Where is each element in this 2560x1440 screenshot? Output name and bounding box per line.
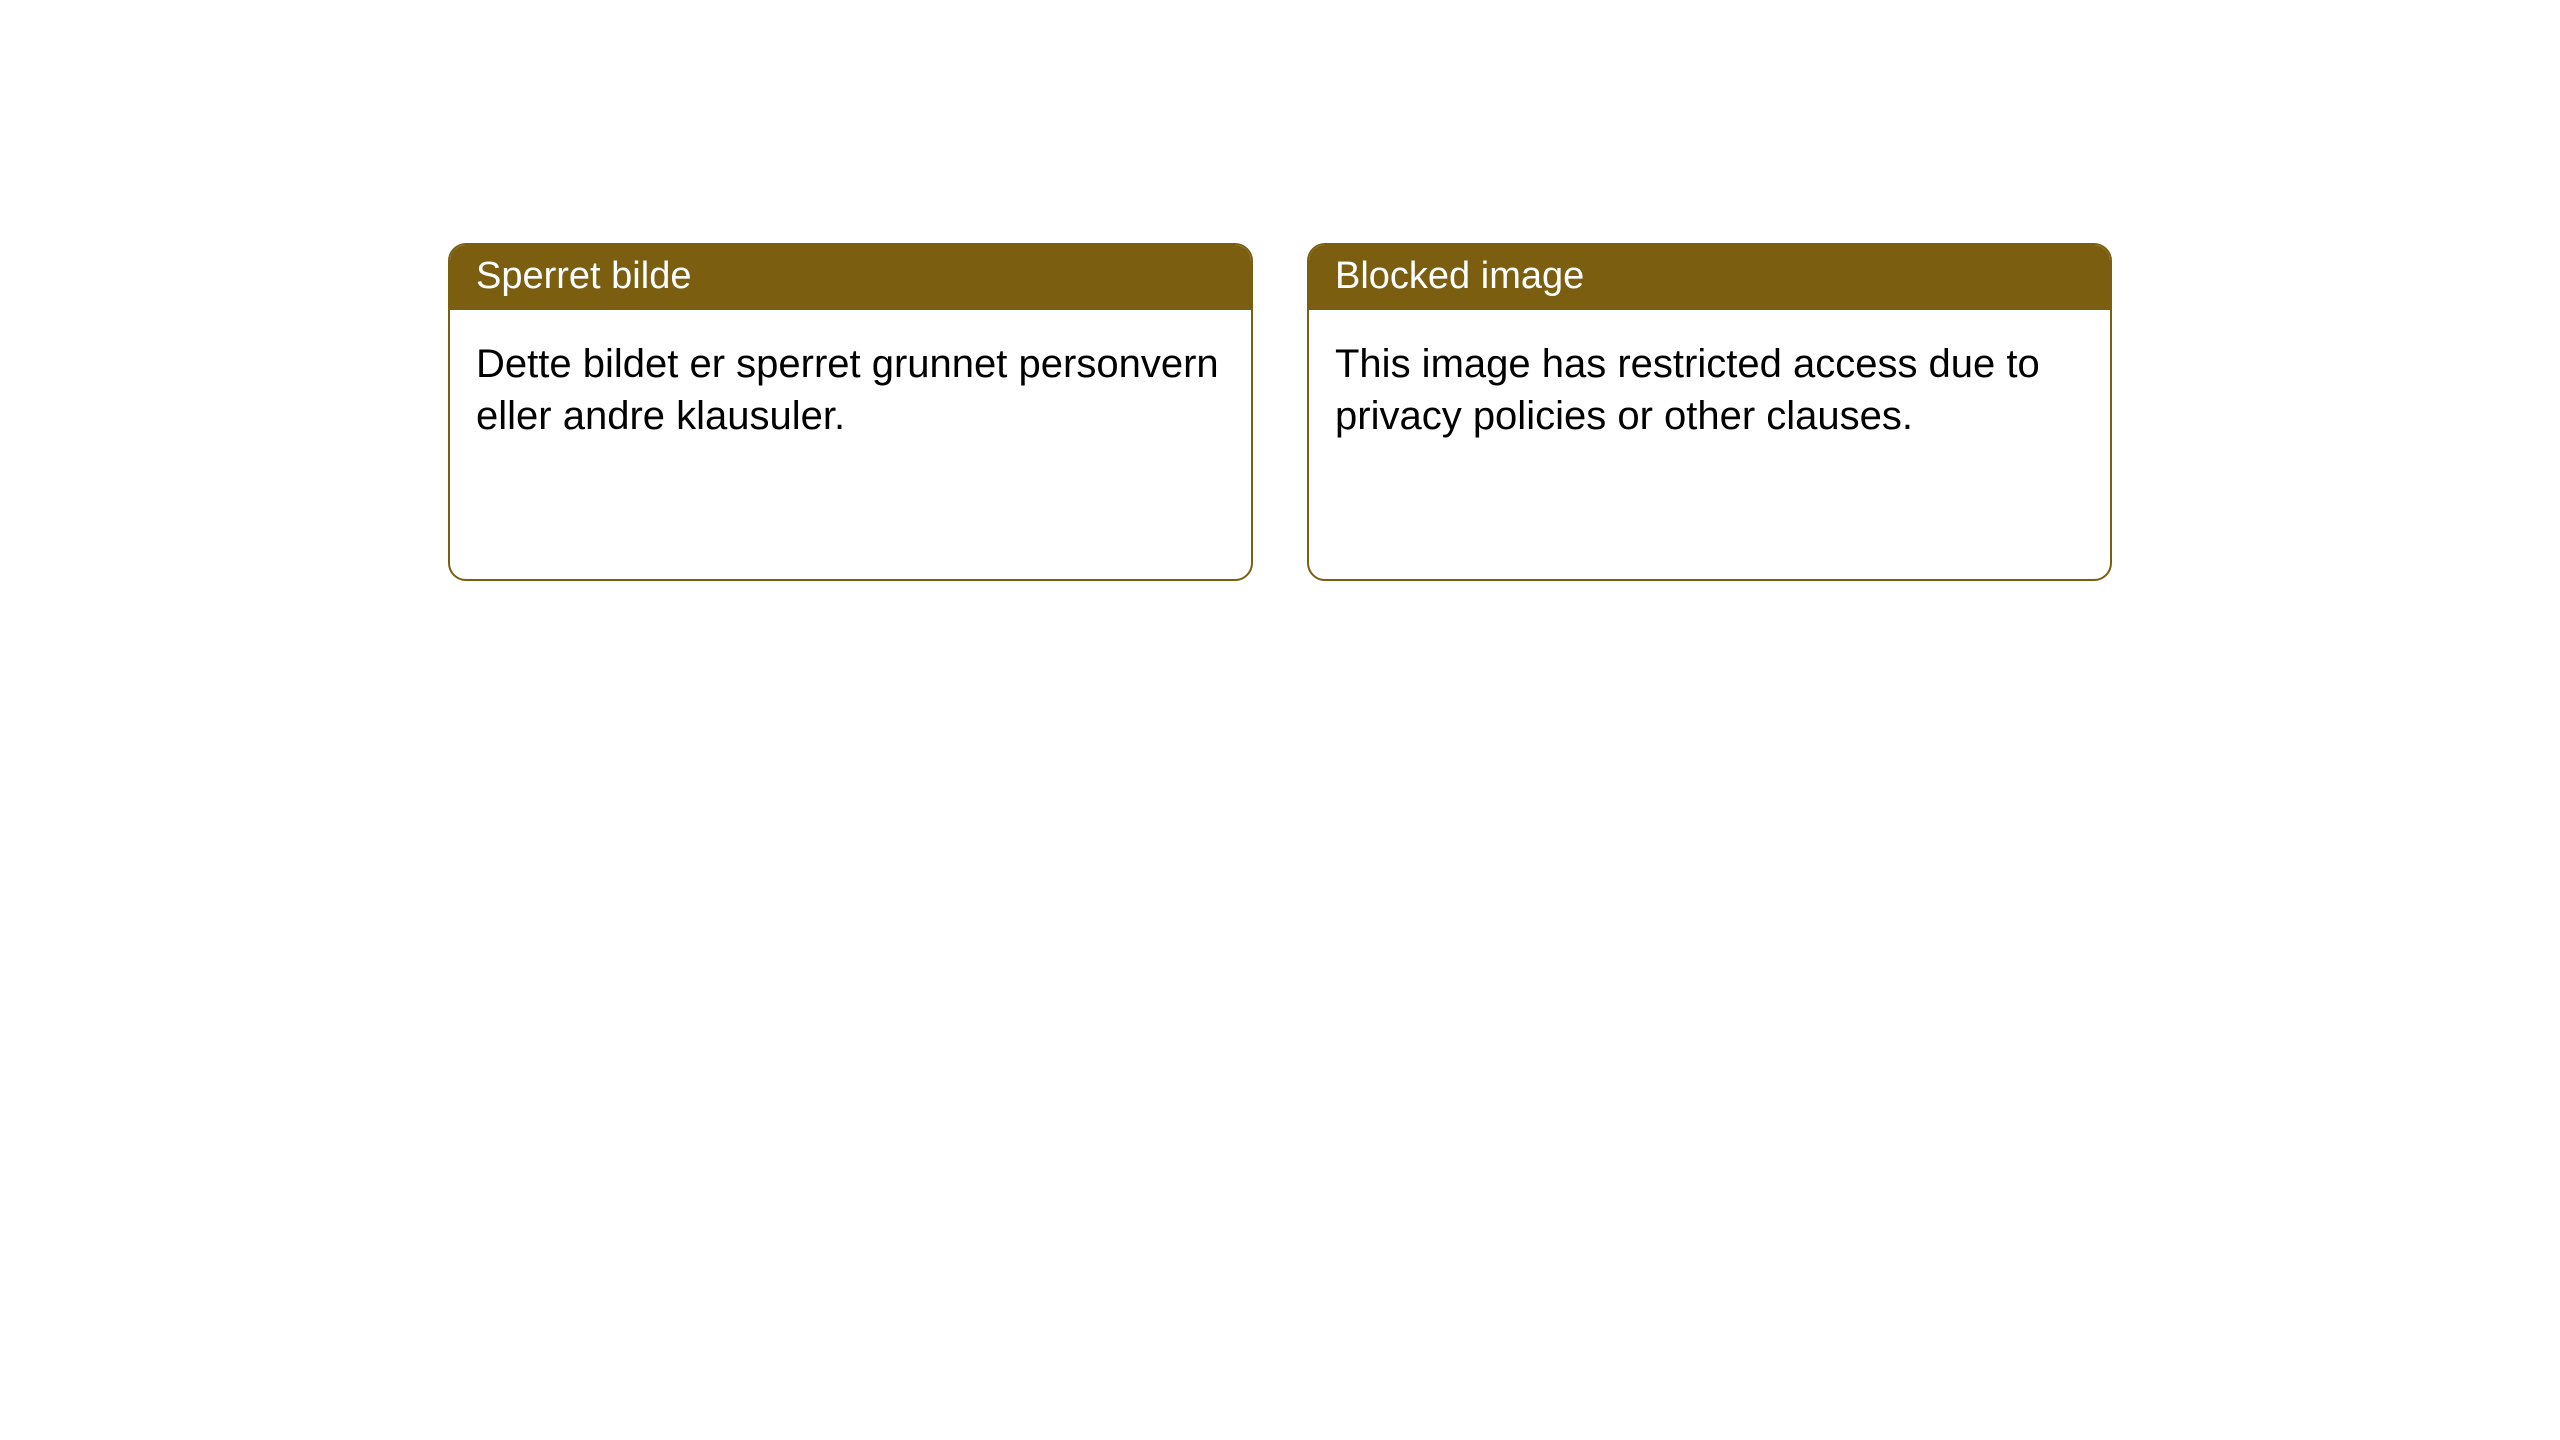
- notice-container: Sperret bilde Dette bildet er sperret gr…: [0, 0, 2560, 581]
- notice-title-en: Blocked image: [1309, 245, 2110, 310]
- notice-title-no: Sperret bilde: [450, 245, 1251, 310]
- blocked-image-notice-no: Sperret bilde Dette bildet er sperret gr…: [448, 243, 1253, 581]
- blocked-image-notice-en: Blocked image This image has restricted …: [1307, 243, 2112, 581]
- notice-body-en: This image has restricted access due to …: [1309, 310, 2110, 470]
- notice-body-no: Dette bildet er sperret grunnet personve…: [450, 310, 1251, 470]
